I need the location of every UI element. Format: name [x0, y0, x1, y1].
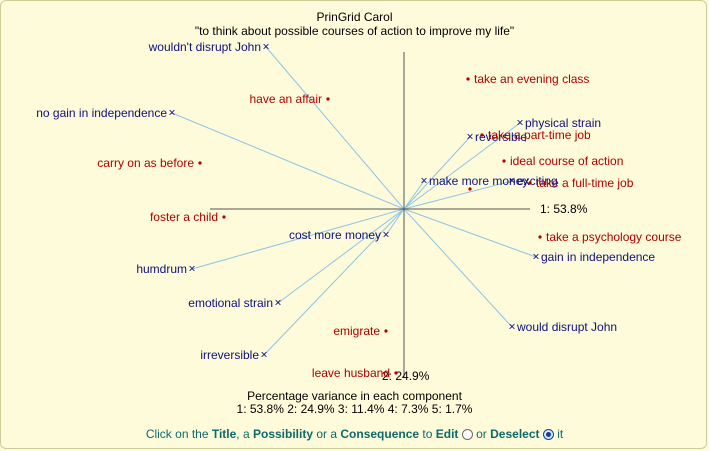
- element-label-take-an-evening-class[interactable]: take an evening class: [474, 72, 589, 86]
- construct-marker-irreversible[interactable]: ×: [260, 348, 267, 362]
- element-dot-have-an-affair[interactable]: [326, 97, 330, 101]
- construct-label-emotional-strain[interactable]: emotional strain: [188, 296, 273, 310]
- construct-vectors: [171, 46, 537, 356]
- deselect-radio[interactable]: [542, 429, 554, 440]
- element-label-foster-a-child[interactable]: foster a child: [150, 210, 218, 224]
- construct-vector-would-disrupt-john: [403, 208, 513, 328]
- element-label-take-a-psychology-course[interactable]: take a psychology course: [546, 230, 682, 244]
- element-label-leave-husband[interactable]: leave husband: [312, 366, 390, 380]
- element-dot-emigrate[interactable]: [384, 329, 388, 333]
- element-dot-foster-a-child[interactable]: [222, 215, 226, 219]
- construct-marker-wouldn-t-disrupt-john[interactable]: ×: [262, 40, 269, 54]
- construct-marker-would-disrupt-john[interactable]: ×: [508, 320, 515, 334]
- consequence-link[interactable]: Consequence: [340, 427, 420, 441]
- element-label-take-a-part-time-job[interactable]: take a part-time job: [488, 128, 591, 142]
- title-link[interactable]: Title: [211, 427, 237, 441]
- construct-marker-make-more-money[interactable]: ×: [420, 174, 427, 188]
- edit-radio[interactable]: [461, 429, 473, 440]
- construct-vector-physical-strain: [403, 122, 521, 210]
- construct-label-make-more-money[interactable]: make more money: [429, 174, 528, 188]
- instr-text-2: , a: [236, 427, 253, 441]
- construct-vector-exciting: [403, 180, 513, 210]
- construct-label-no-gain-in-independence[interactable]: no gain in independence: [36, 106, 167, 120]
- element-label-ideal-course-of-action[interactable]: ideal course of action: [510, 154, 623, 168]
- ideal-point-dot: [468, 187, 472, 191]
- construct-vector-reversible: [403, 136, 471, 210]
- grid-title[interactable]: PrinGrid Carol: [316, 10, 393, 24]
- construct-label-humdrum[interactable]: humdrum: [136, 262, 187, 276]
- construct-vector-cost-more-money: [385, 208, 405, 236]
- variance-values: 1: 53.8% 2: 24.9% 3: 11.4% 4: 7.3% 5: 1.…: [236, 402, 473, 416]
- element-dot-take-a-part-time-job[interactable]: [480, 133, 484, 137]
- construct-marker-physical-strain[interactable]: ×: [516, 116, 523, 130]
- element-dot-take-an-evening-class[interactable]: [466, 77, 470, 81]
- element-dot-take-a-full-time-job[interactable]: [528, 181, 532, 185]
- instr-text-5: or: [476, 427, 491, 441]
- element-dot-carry-on-as-before[interactable]: [198, 161, 202, 165]
- construct-label-wouldn-t-disrupt-john[interactable]: wouldn't disrupt John: [148, 40, 261, 54]
- element-dot-take-a-psychology-course[interactable]: [538, 235, 542, 239]
- plot-axes: 1: 53.8% 2: 24.9%: [210, 52, 588, 383]
- instr-text-1: Click on the: [145, 427, 212, 441]
- instr-text-6: it: [557, 427, 564, 441]
- element-label-have-an-affair[interactable]: have an affair: [250, 92, 323, 106]
- possibility-link[interactable]: Possibility: [252, 427, 314, 441]
- variance-title: Percentage variance in each component: [247, 389, 462, 403]
- construct-label-cost-more-money[interactable]: cost more money: [289, 228, 381, 242]
- element-dot-leave-husband[interactable]: [394, 371, 398, 375]
- element-label-carry-on-as-before[interactable]: carry on as before: [97, 156, 194, 170]
- plot-points: ×wouldn't disrupt John×no gain in indepe…: [36, 40, 682, 381]
- construct-marker-cost-more-money[interactable]: ×: [382, 228, 389, 242]
- element-label-emigrate[interactable]: emigrate: [333, 324, 380, 338]
- instr-text-4: to: [419, 427, 436, 441]
- construct-marker-gain-in-independence[interactable]: ×: [532, 250, 539, 264]
- construct-label-reversible[interactable]: reversible: [475, 130, 527, 144]
- construct-marker-reversible[interactable]: ×: [466, 130, 473, 144]
- grid-subtitle[interactable]: "to think about possible courses of acti…: [194, 24, 515, 38]
- construct-label-exciting[interactable]: exciting: [517, 174, 558, 188]
- construct-vector-gain-in-independence: [403, 208, 537, 258]
- edit-label: Edit: [435, 427, 459, 441]
- y-axis-label: 2: 24.9%: [382, 369, 430, 383]
- instructions-bar: Click on the Title, a Possibility or a C…: [0, 427, 709, 441]
- construct-label-would-disrupt-john[interactable]: would disrupt John: [516, 320, 617, 334]
- construct-vector-wouldn-t-disrupt-john: [265, 46, 405, 210]
- deselect-label: Deselect: [490, 427, 540, 441]
- instr-text-3: or a: [313, 427, 341, 441]
- construct-vector-emotional-strain: [277, 208, 405, 304]
- construct-vector-humdrum: [191, 208, 405, 270]
- construct-vector-no-gain-in-independence: [171, 112, 405, 210]
- construct-label-physical-strain[interactable]: physical strain: [525, 116, 601, 130]
- construct-marker-exciting[interactable]: ×: [508, 174, 515, 188]
- construct-vector-make-more-money: [403, 180, 425, 210]
- construct-label-gain-in-independence[interactable]: gain in independence: [541, 250, 655, 264]
- construct-marker-no-gain-in-independence[interactable]: ×: [168, 106, 175, 120]
- construct-vector-irreversible: [263, 208, 405, 356]
- construct-marker-emotional-strain[interactable]: ×: [274, 296, 281, 310]
- construct-label-irreversible[interactable]: irreversible: [200, 348, 259, 362]
- element-label-take-a-full-time-job[interactable]: take a full-time job: [536, 176, 634, 190]
- element-dot-ideal-course-of-action[interactable]: [502, 159, 506, 163]
- x-axis-label: 1: 53.8%: [540, 202, 588, 216]
- construct-marker-humdrum[interactable]: ×: [188, 262, 195, 276]
